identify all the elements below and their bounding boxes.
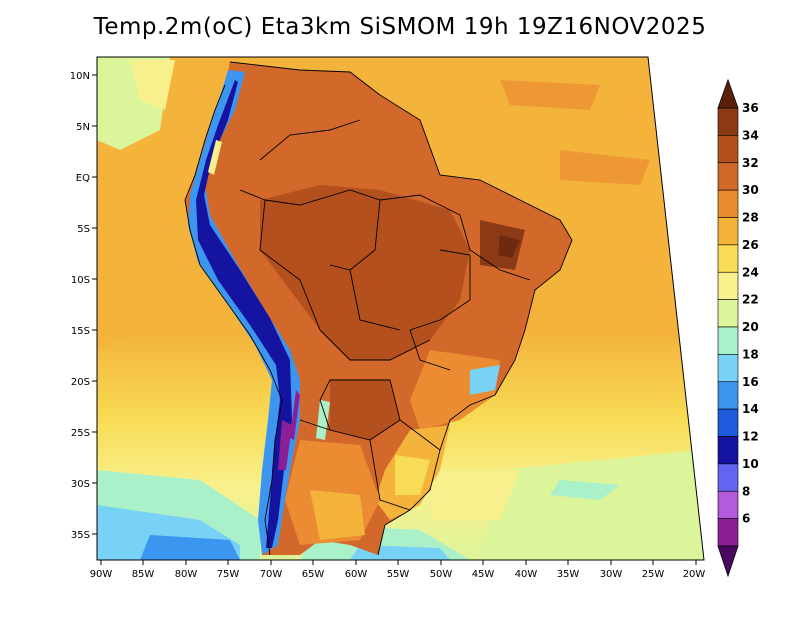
colorbar-segment [717, 354, 739, 383]
lon-label: 75W [217, 569, 240, 580]
colorbar-label: 32 [742, 156, 759, 170]
colorbar-label: 36 [742, 101, 759, 115]
colorbar: 36 34 32 30 28 26 24 22 20 18 16 14 12 10 8 6 [717, 78, 759, 578]
colorbar-segment [717, 381, 739, 410]
colorbar-segment [717, 326, 739, 355]
lat-label: EQ [76, 173, 90, 184]
colorbar-label: 30 [742, 183, 759, 197]
colorbar-label: 14 [742, 402, 759, 416]
latitude-axis: 10N 5N EQ 5S 10S 15S 20S 25S 30S 35S [70, 71, 97, 541]
lat-label: 30S [71, 479, 90, 490]
colorbar-top-cap [717, 78, 739, 109]
colorbar-label: 20 [742, 320, 759, 334]
lat-label: 25S [71, 428, 90, 439]
colorbar-label: 8 [742, 484, 750, 498]
map-frame [96, 56, 705, 561]
colorbar-label: 18 [742, 347, 759, 361]
colorbar-bottom-cap [717, 545, 739, 578]
colorbar-segment [717, 217, 739, 246]
lon-label: 85W [132, 569, 155, 580]
lat-label: 5S [77, 224, 90, 235]
lon-label: 90W [90, 569, 113, 580]
colorbar-label: 24 [742, 265, 759, 279]
lon-label: 35W [557, 569, 580, 580]
lat-label: 20S [71, 377, 90, 388]
colorbar-label: 28 [742, 211, 759, 225]
lon-label: 25W [642, 569, 665, 580]
colorbar-label: 22 [742, 293, 759, 307]
map-field [97, 57, 704, 560]
colorbar-segment [717, 518, 739, 547]
lon-label: 50W [430, 569, 453, 580]
colorbar-segment [717, 463, 739, 492]
lon-label: 70W [260, 569, 283, 580]
lon-label: 45W [472, 569, 495, 580]
lon-label: 30W [600, 569, 623, 580]
colorbar-segment [717, 490, 739, 519]
lon-label: 55W [387, 569, 410, 580]
lon-label: 80W [175, 569, 198, 580]
colorbar-segment [717, 107, 739, 136]
colorbar-segment [717, 244, 739, 273]
country-borders [184, 61, 573, 556]
colorbar-label: 10 [742, 457, 759, 471]
colorbar-segment [717, 162, 739, 191]
lon-label: 60W [345, 569, 368, 580]
lon-label: 20W [683, 569, 706, 580]
lon-label: 65W [302, 569, 325, 580]
colorbar-label: 6 [742, 512, 750, 526]
lat-label: 5N [76, 122, 90, 133]
colorbar-label: 26 [742, 238, 759, 252]
lat-label: 10N [70, 71, 90, 82]
colorbar-segment [717, 436, 739, 465]
colorbar-segment [717, 299, 739, 328]
colorbar-segment [717, 408, 739, 437]
colorbar-label: 12 [742, 430, 759, 444]
map-title: Temp.2m(oC) Eta3km SiSMOM 19h 19Z16NOV20… [93, 14, 707, 40]
colorbar-segment [717, 189, 739, 218]
colorbar-label: 16 [742, 375, 759, 389]
lat-label: 35S [71, 530, 90, 541]
colorbar-label: 34 [742, 128, 759, 142]
lon-label: 40W [515, 569, 538, 580]
colorbar-segment [717, 271, 739, 300]
lat-label: 10S [71, 275, 90, 286]
colorbar-segment [717, 135, 739, 164]
longitude-axis: 90W 85W 80W 75W 70W 65W 60W 55W 50W 45W … [90, 560, 706, 580]
lat-label: 15S [71, 326, 90, 337]
